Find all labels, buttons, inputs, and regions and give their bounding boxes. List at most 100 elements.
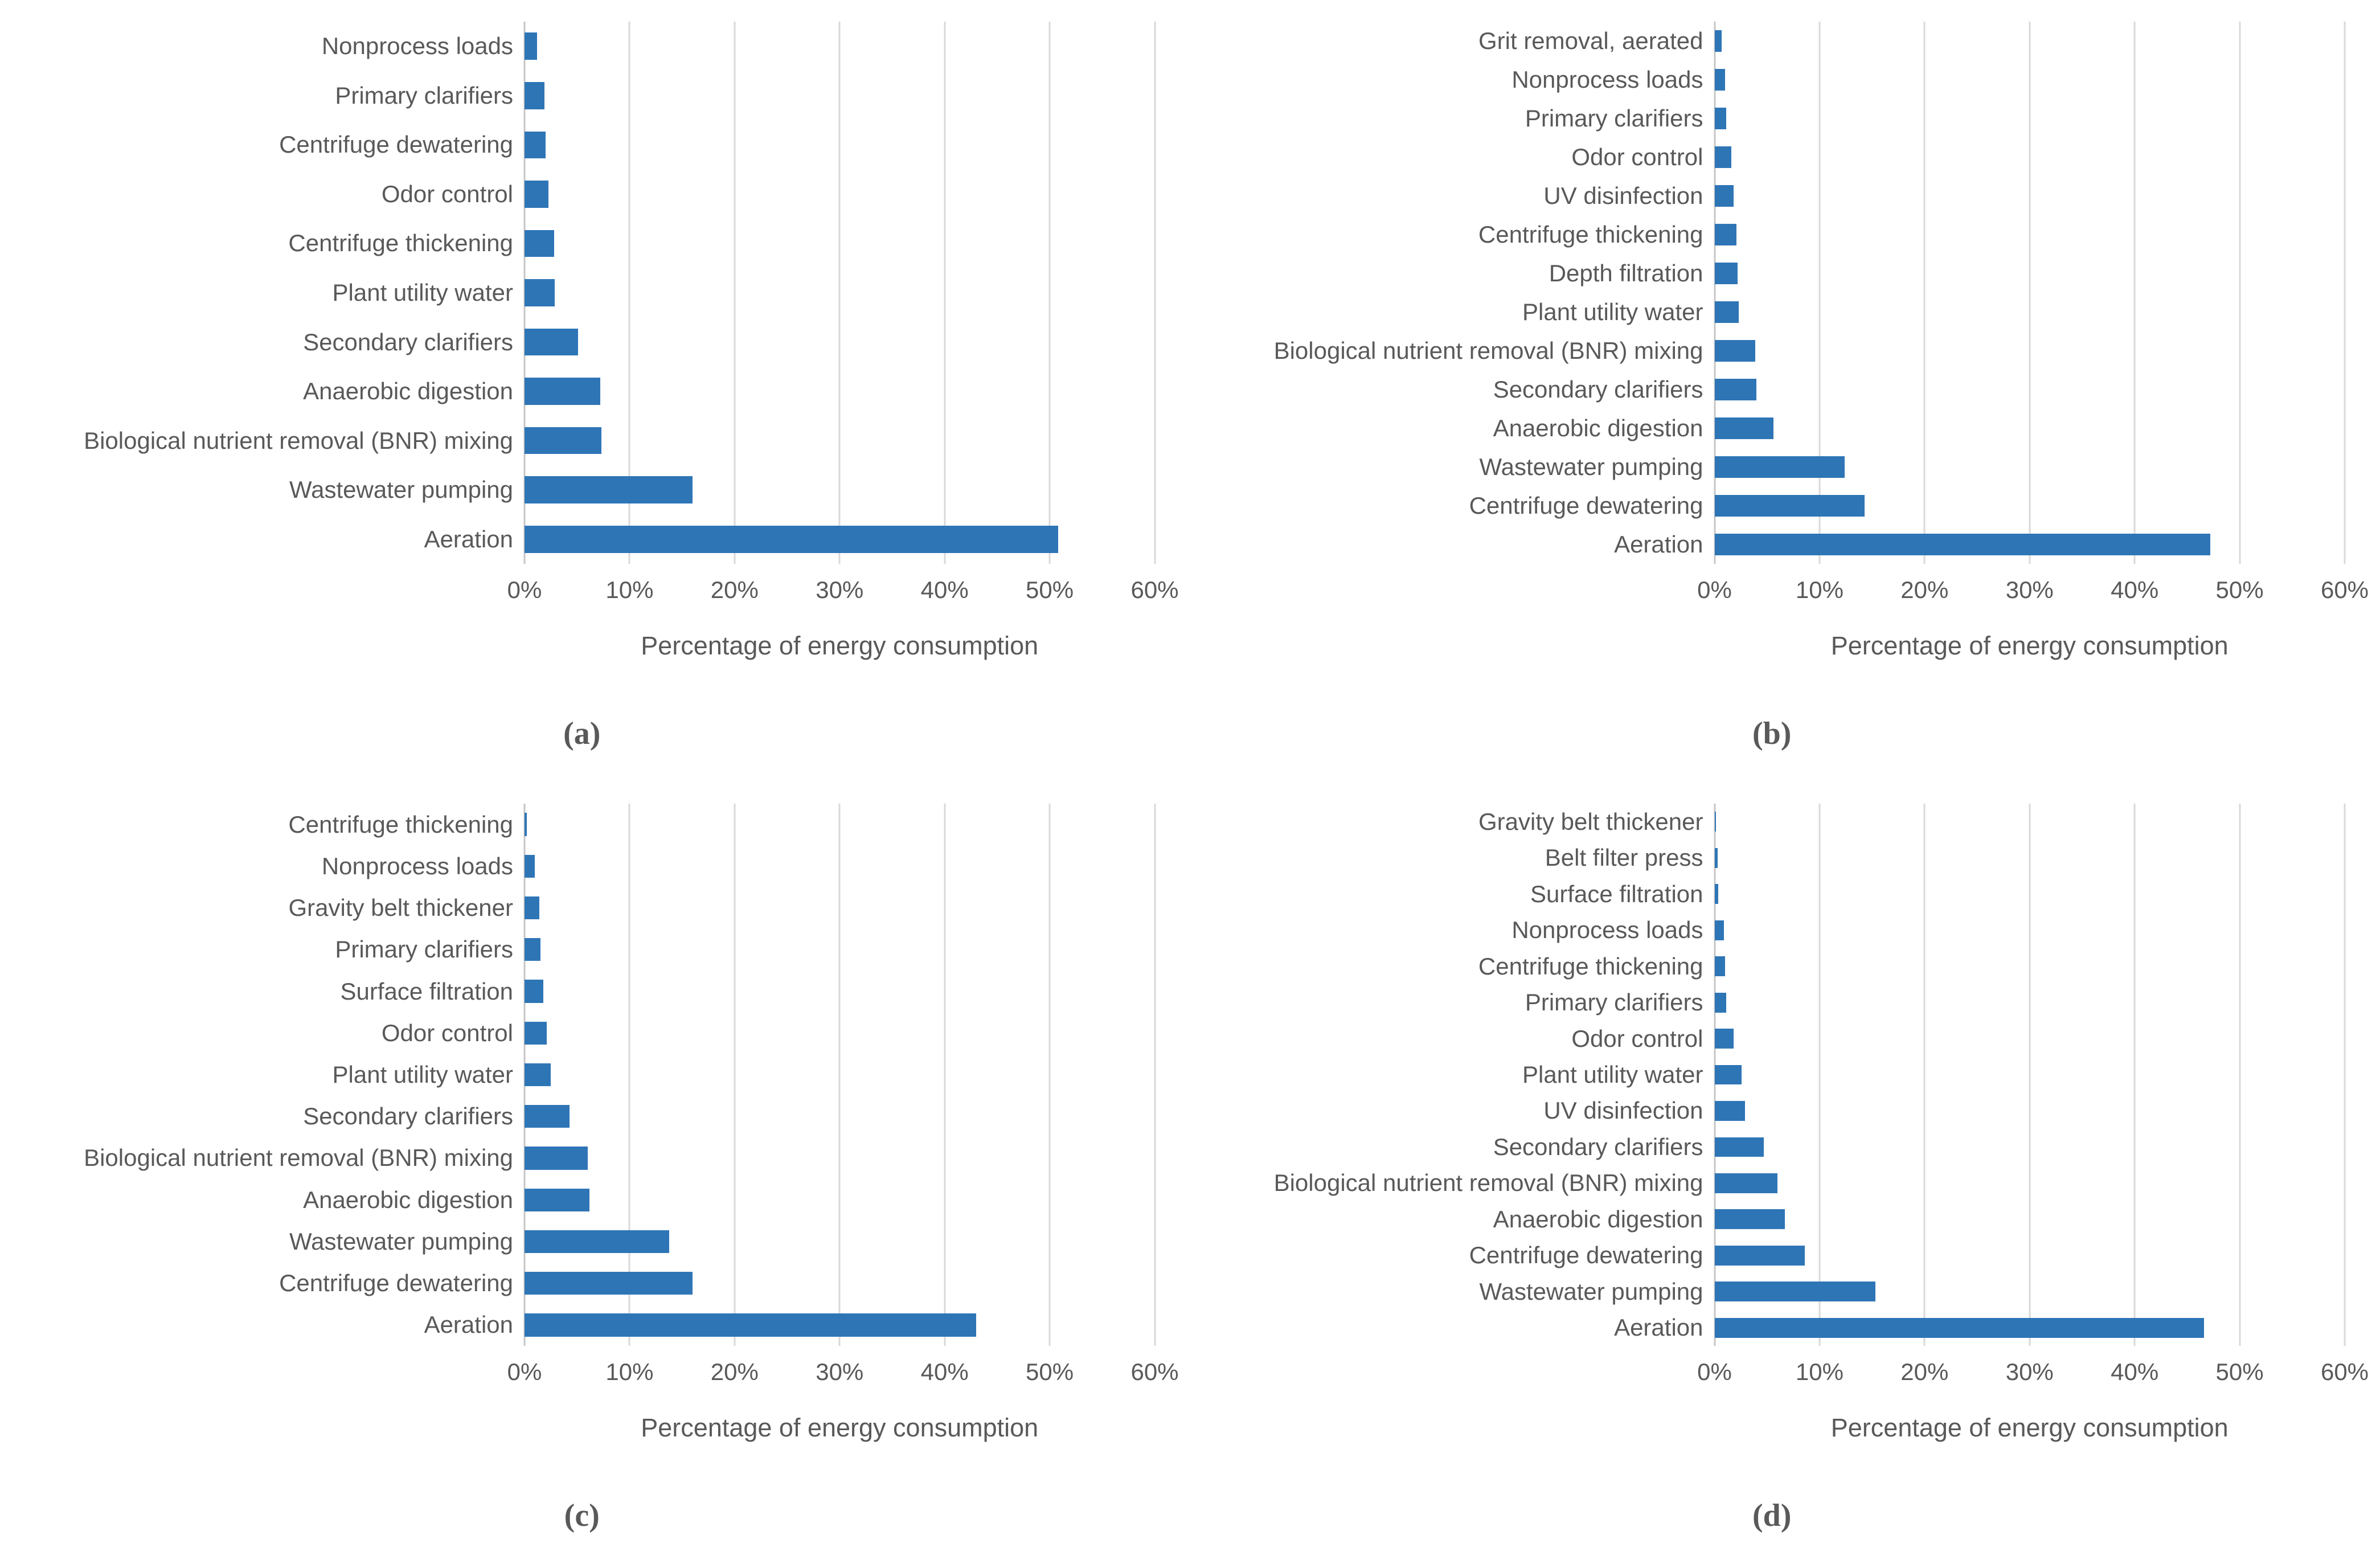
bar [1714, 992, 1726, 1013]
bar [525, 980, 544, 1003]
plot-area: Gravity belt thickener Belt filter press S… [1199, 804, 2346, 1346]
gridline [944, 22, 946, 564]
bar-row [1714, 177, 2345, 215]
bar [525, 1063, 551, 1087]
bar-row [525, 120, 1155, 170]
x-tick-label: 60% [1130, 576, 1179, 603]
chart-a-figure: Nonprocess loads Primary clarifiers Centri… [0, 0, 1190, 782]
category-label: Anaerobic digestion [1493, 1205, 1703, 1233]
bar-row [1714, 912, 2345, 948]
gridline [1048, 804, 1051, 1346]
x-tick-label: 40% [2111, 576, 2159, 603]
category-label: UV disinfection [1543, 182, 1703, 209]
bar-row [525, 887, 1155, 928]
bar [525, 328, 579, 356]
plot-track [1714, 804, 2346, 1346]
category-label: Odor control [1571, 1025, 1703, 1052]
bar [1714, 379, 1757, 400]
bar-row [1714, 1165, 2345, 1201]
category-label: Primary clarifiers [1525, 104, 1703, 132]
category-label: Odor control [1571, 143, 1703, 170]
bar [1714, 1317, 2204, 1338]
category-label: Odor control [381, 180, 513, 207]
x-axis-ticks: 0% 10% 20% 30% 40% 50% 60% [1697, 1358, 2369, 1393]
bar-row [525, 929, 1155, 971]
category-label: Secondary clarifiers [1493, 1133, 1703, 1160]
category-label: Anaerobic digestion [1493, 414, 1703, 441]
x-axis-title: Percentage of energy consumption [1830, 1413, 2229, 1442]
x-tick-label: 30% [2005, 1358, 2054, 1385]
x-tick-label: 10% [605, 576, 654, 603]
bar-row [1714, 1021, 2345, 1057]
gridline [1818, 22, 1821, 564]
category-label: Wastewater pumping [1479, 453, 1703, 480]
bar [1714, 263, 1738, 284]
bar [525, 1230, 670, 1254]
bar [1714, 1029, 1734, 1049]
bar [525, 32, 538, 60]
bar-row [1714, 948, 2345, 984]
category-label: Nonprocess loads [321, 852, 513, 879]
plot-track [1714, 22, 2346, 564]
bar-row [1714, 22, 2345, 60]
bars-layer [525, 804, 1155, 1346]
x-tick-label: 0% [1697, 1358, 1732, 1385]
bar [1714, 30, 1722, 52]
bar-row [1714, 1274, 2345, 1309]
bars-layer [525, 22, 1155, 564]
bar-row [1714, 60, 2345, 99]
x-tick-label: 60% [1130, 1358, 1179, 1385]
chart-a: Nonprocess loads Primary clarifiers Centri… [9, 22, 1179, 661]
plot-area: Grit removal, aerated Nonprocess loads Pri… [1199, 22, 2346, 564]
bar [525, 378, 600, 405]
x-axis-ticks: 0% 10% 20% 30% 40% 50% 60% [507, 576, 1179, 611]
gridline [2133, 804, 2136, 1346]
x-axis-title: Percentage of energy consumption [641, 1413, 1039, 1442]
bar [525, 427, 601, 455]
bar-row [525, 971, 1155, 1012]
bar-row [525, 1096, 1155, 1137]
bar [525, 82, 545, 109]
bar-row [525, 1263, 1155, 1304]
category-label: Belt filter press [1545, 844, 1703, 871]
bar [1714, 301, 1739, 323]
gridline [734, 22, 736, 564]
gridline [1154, 22, 1156, 564]
bar-row [1714, 984, 2345, 1020]
bar-row [1714, 409, 2345, 448]
gridline [1923, 22, 1926, 564]
category-label: Aeration [1614, 530, 1703, 558]
chart-c-figure: Centrifuge thickening Nonprocess loads Gra… [0, 782, 1190, 1564]
bar-row [1714, 1201, 2345, 1237]
bar [525, 896, 539, 920]
gridline [1048, 22, 1051, 564]
x-tick-label: 40% [920, 1358, 969, 1385]
x-axis-ticks: 0% 10% 20% 30% 40% 50% 60% [507, 1358, 1179, 1393]
bar [525, 813, 527, 836]
chart-d-caption: (d) [1752, 1498, 1792, 1533]
category-label: Aeration [424, 1311, 513, 1338]
bar-row [1714, 370, 2345, 409]
y-axis-line [1714, 22, 1715, 564]
bar [525, 1147, 588, 1170]
category-label: Aeration [1614, 1314, 1703, 1341]
bar [1714, 534, 2210, 555]
category-axis: Centrifuge thickening Nonprocess loads Gra… [9, 804, 525, 1346]
chart-a-caption: (a) [563, 716, 601, 751]
bar-row [1714, 293, 2345, 331]
x-tick-label: 50% [2215, 1358, 2264, 1385]
bar-row [1714, 525, 2345, 564]
bar [1714, 69, 1725, 91]
category-label: Biological nutrient removal (BNR) mixing [1273, 1169, 1703, 1197]
bar-row [1714, 1238, 2345, 1274]
category-label: UV disinfection [1543, 1097, 1703, 1124]
category-label: Odor control [381, 1019, 513, 1046]
x-tick-label: 20% [710, 576, 759, 603]
gridline [838, 22, 841, 564]
bar-row [525, 22, 1155, 71]
bar-row [525, 416, 1155, 465]
category-label: Plant utility water [332, 1061, 513, 1088]
bar-row [525, 1054, 1155, 1095]
gridline [1923, 804, 1926, 1346]
bar [525, 1188, 590, 1211]
